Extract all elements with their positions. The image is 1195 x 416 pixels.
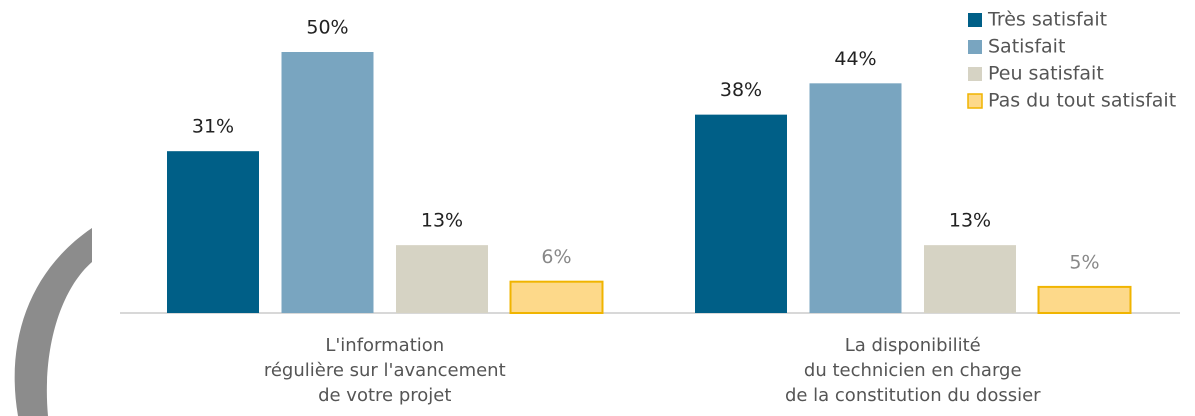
category-label: L'information régulière sur l'avancement… — [263, 335, 506, 406]
bar — [281, 52, 374, 313]
legend-swatch — [968, 13, 982, 27]
value-label: 6% — [541, 246, 571, 268]
bar — [924, 245, 1016, 313]
value-label: 13% — [421, 210, 463, 232]
category-label: La disponibilité du technicien en charge… — [784, 335, 1041, 406]
value-label: 44% — [834, 48, 876, 70]
legend: Peu satisfait — [988, 63, 1104, 85]
bar — [509, 280, 604, 314]
bar — [809, 83, 902, 313]
legend-swatch — [968, 40, 982, 54]
value-label: 50% — [306, 17, 348, 39]
legend: Très satisfait — [987, 9, 1107, 31]
value-label: 13% — [949, 210, 991, 232]
legend-swatch — [967, 93, 983, 109]
bar — [396, 245, 488, 313]
bar — [167, 151, 259, 313]
value-label: 38% — [720, 79, 762, 101]
legend-swatch — [968, 67, 982, 81]
legend: Pas du tout satisfait — [988, 90, 1176, 112]
value-label: 5% — [1069, 251, 1099, 273]
decoration — [14, 228, 92, 416]
bar — [1037, 285, 1132, 314]
legend: Satisfait — [988, 36, 1065, 58]
bar — [695, 114, 787, 313]
value-label: 31% — [192, 116, 234, 138]
